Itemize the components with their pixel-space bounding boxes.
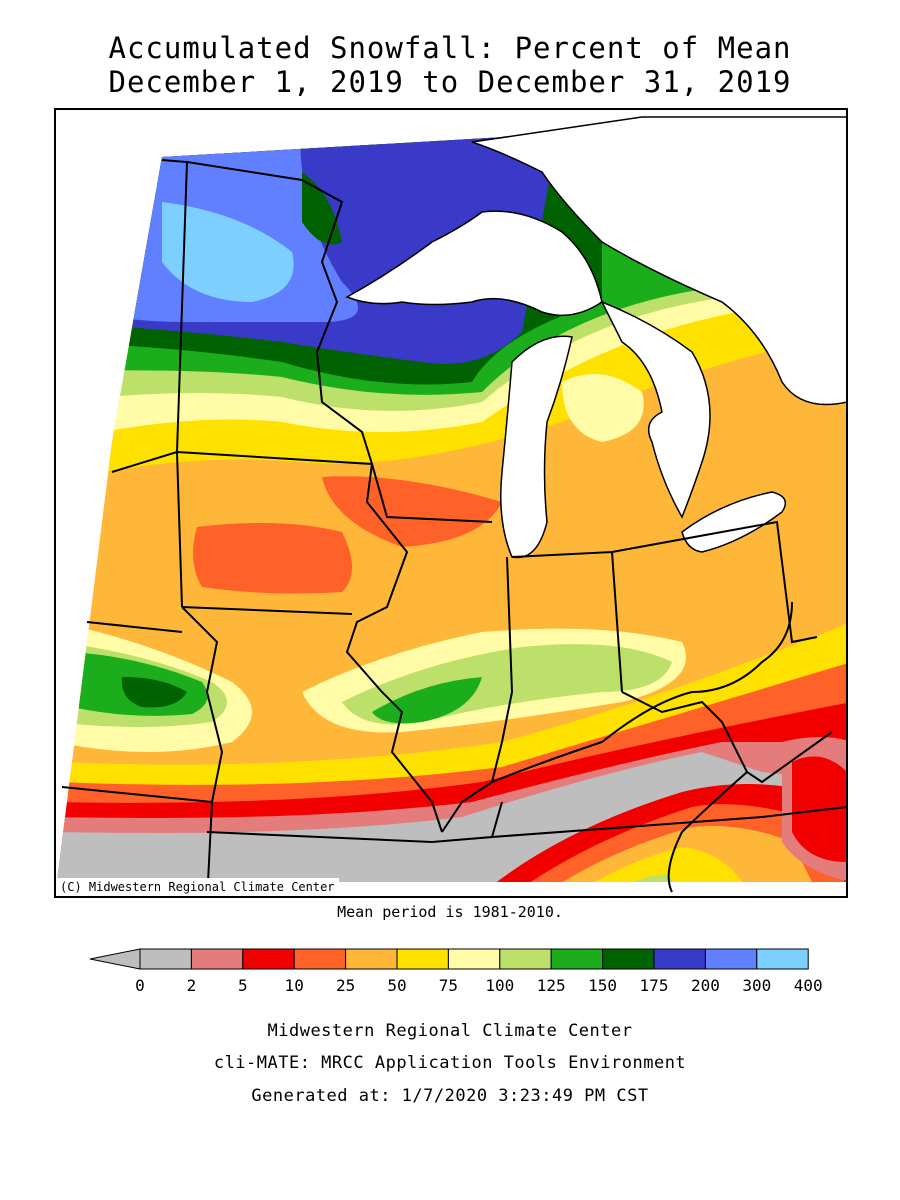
legend-swatch [293, 948, 347, 970]
legend-tick-label: 2 [186, 976, 197, 995]
state-boundaries [61, 159, 846, 896]
legend-swatch [139, 948, 192, 970]
legend-swatch [756, 948, 809, 970]
legend-tick-label: 50 [387, 976, 407, 995]
legend-tick-label: 200 [690, 976, 720, 995]
legend-swatch [704, 948, 758, 970]
color-legend [89, 948, 809, 970]
footer-tool: cli-MATE: MRCC Application Tools Environ… [213, 1053, 687, 1073]
lake-michigan [500, 335, 573, 559]
great-lakes [345, 116, 846, 559]
map-title: Accumulated Snowfall: Percent of Mean [108, 31, 792, 65]
legend-swatch [242, 948, 295, 970]
legend-labels: 0 2 5 10 25 50 75 100 125 150 175 200 300 400 [0, 976, 900, 998]
legend-tick-label: 0 [135, 976, 145, 995]
lake-superior [345, 210, 603, 317]
legend-tick-label: 400 [793, 976, 823, 995]
legend-tick-label: 25 [335, 976, 356, 995]
map-date-range: December 1, 2019 to December 31, 2019 [108, 65, 792, 99]
legend-swatch [190, 948, 244, 970]
legend-tick-label: 5 [237, 976, 248, 995]
legend-tick-label: 10 [284, 976, 304, 995]
lake-erie [681, 491, 787, 553]
legend-tick-label: 100 [485, 976, 515, 995]
field-300-400 [162, 202, 294, 302]
legend-swatch [345, 948, 398, 970]
legend-swatch [550, 948, 604, 970]
legend-swatch [396, 948, 449, 970]
legend-tick-label: 175 [639, 976, 669, 995]
footer-generated: Generated at: 1/7/2020 3:23:49 PM CST [251, 1086, 649, 1106]
footer-org: Midwestern Regional Climate Center [267, 1021, 633, 1041]
legend-tick-label: 150 [588, 976, 618, 995]
legend-tick-label: 125 [536, 976, 566, 995]
snowfall-map [54, 108, 848, 898]
legend-swatch [447, 948, 501, 970]
legend-swatch [602, 948, 655, 970]
legend-arrow [89, 948, 141, 970]
legend-tick-label: 75 [438, 976, 459, 995]
legend-swatch [499, 948, 552, 970]
legend-swatch [653, 948, 706, 970]
legend-tick-label: 300 [742, 976, 772, 995]
canada-blank [471, 116, 846, 406]
lake-huron [600, 300, 711, 519]
copyright-label: (C) Midwestern Regional Climate Center [56, 878, 339, 896]
mean-period-note: Mean period is 1981-2010. [337, 903, 563, 921]
